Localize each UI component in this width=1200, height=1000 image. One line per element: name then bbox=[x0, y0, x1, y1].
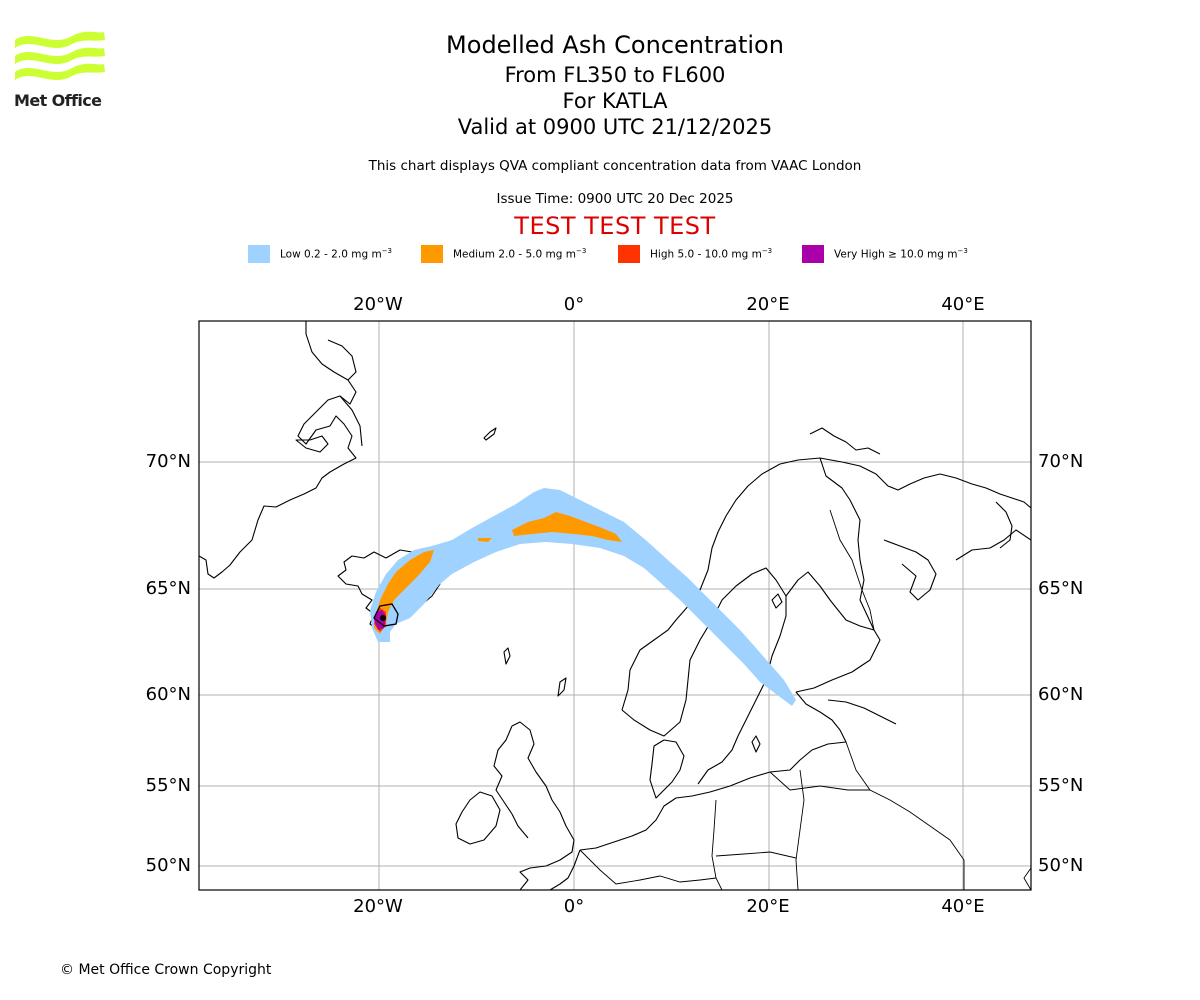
lat-label-left-55n: 55°N bbox=[146, 775, 191, 796]
legend-swatch-high bbox=[618, 245, 640, 263]
legend-label-very-high: Very High ≥ 10.0 mg m−3 bbox=[834, 247, 968, 261]
valid-time: Valid at 0900 UTC 21/12/2025 bbox=[457, 115, 773, 139]
ash-medium-region-2 bbox=[512, 512, 622, 542]
denmark-coast bbox=[649, 739, 685, 799]
lon-label-top-20e: 20°E bbox=[746, 294, 789, 315]
continent-coast bbox=[579, 741, 847, 851]
faroe-coast bbox=[503, 647, 511, 665]
lat-label-right-60n: 60°N bbox=[1038, 684, 1083, 705]
katla-vent-icon bbox=[380, 615, 386, 621]
legend-swatch-very-high bbox=[802, 245, 824, 263]
legend-label-medium: Medium 2.0 - 5.0 mg m−3 bbox=[453, 247, 587, 261]
ash-medium-region bbox=[374, 550, 434, 634]
legend-low: Low 0.2 - 2.0 mg m−3 bbox=[248, 244, 392, 264]
issue-time: Issue Time: 0900 UTC 20 Dec 2025 bbox=[496, 191, 734, 207]
lon-label-bottom-40e: 40°E bbox=[941, 896, 984, 917]
country-borders bbox=[579, 509, 1031, 890]
lat-label-left-65n: 65°N bbox=[146, 578, 191, 599]
coastlines bbox=[199, 321, 1031, 890]
legend-swatch-low bbox=[248, 245, 270, 263]
copyright-notice: © Met Office Crown Copyright bbox=[60, 962, 272, 978]
ireland-coast bbox=[455, 791, 501, 845]
legend-label-high: High 5.0 - 10.0 mg m−3 bbox=[650, 247, 773, 261]
lon-label-bottom-20e: 20°E bbox=[746, 896, 789, 917]
lat-label-right-50n: 50°N bbox=[1038, 855, 1083, 876]
lon-label-top-20w: 20°W bbox=[353, 294, 403, 315]
met-office-logo: Met Office bbox=[12, 28, 112, 114]
lat-label-right-55n: 55°N bbox=[1038, 775, 1083, 796]
ash-low-region bbox=[370, 488, 796, 706]
legend-medium: Medium 2.0 - 5.0 mg m−3 bbox=[421, 244, 586, 264]
lon-label-bottom-0: 0° bbox=[564, 896, 584, 917]
chart-description: This chart displays QVA compliant concen… bbox=[368, 158, 862, 174]
flight-level-range: From FL350 to FL600 bbox=[504, 63, 726, 87]
lon-label-bottom-20w: 20°W bbox=[353, 896, 403, 917]
lon-label-top-40e: 40°E bbox=[941, 294, 984, 315]
lon-label-top-0: 0° bbox=[564, 294, 584, 315]
lat-label-left-60n: 60°N bbox=[146, 684, 191, 705]
katla-marker bbox=[373, 603, 399, 627]
legend-label-low: Low 0.2 - 2.0 mg m−3 bbox=[280, 247, 393, 261]
logo-text: Met Office bbox=[14, 91, 102, 110]
iceland-coast bbox=[337, 549, 441, 631]
great-britain-coast bbox=[493, 677, 575, 890]
wave-logo-icon bbox=[15, 31, 105, 80]
chart-title: Modelled Ash Concentration bbox=[446, 31, 784, 59]
lat-label-left-50n: 50°N bbox=[146, 855, 191, 876]
jan-mayen-coast bbox=[483, 427, 497, 441]
lat-label-left-70n: 70°N bbox=[146, 451, 191, 472]
legend-very-high: Very High ≥ 10.0 mg m−3 bbox=[802, 244, 968, 264]
legend-high: High 5.0 - 10.0 mg m−3 bbox=[618, 244, 772, 264]
chart-title-block: Modelled Ash Concentration From FL350 to… bbox=[315, 28, 915, 140]
test-banner: TEST TEST TEST bbox=[514, 212, 716, 240]
lat-label-right-70n: 70°N bbox=[1038, 451, 1083, 472]
lat-label-right-65n: 65°N bbox=[1038, 578, 1083, 599]
scandinavia-coast bbox=[621, 457, 1031, 711]
greenland-coast bbox=[199, 321, 357, 579]
legend-swatch-medium bbox=[421, 245, 443, 263]
gridlines bbox=[199, 321, 1031, 890]
map-frame bbox=[198, 320, 1032, 891]
volcano-name: For KATLA bbox=[562, 89, 668, 113]
